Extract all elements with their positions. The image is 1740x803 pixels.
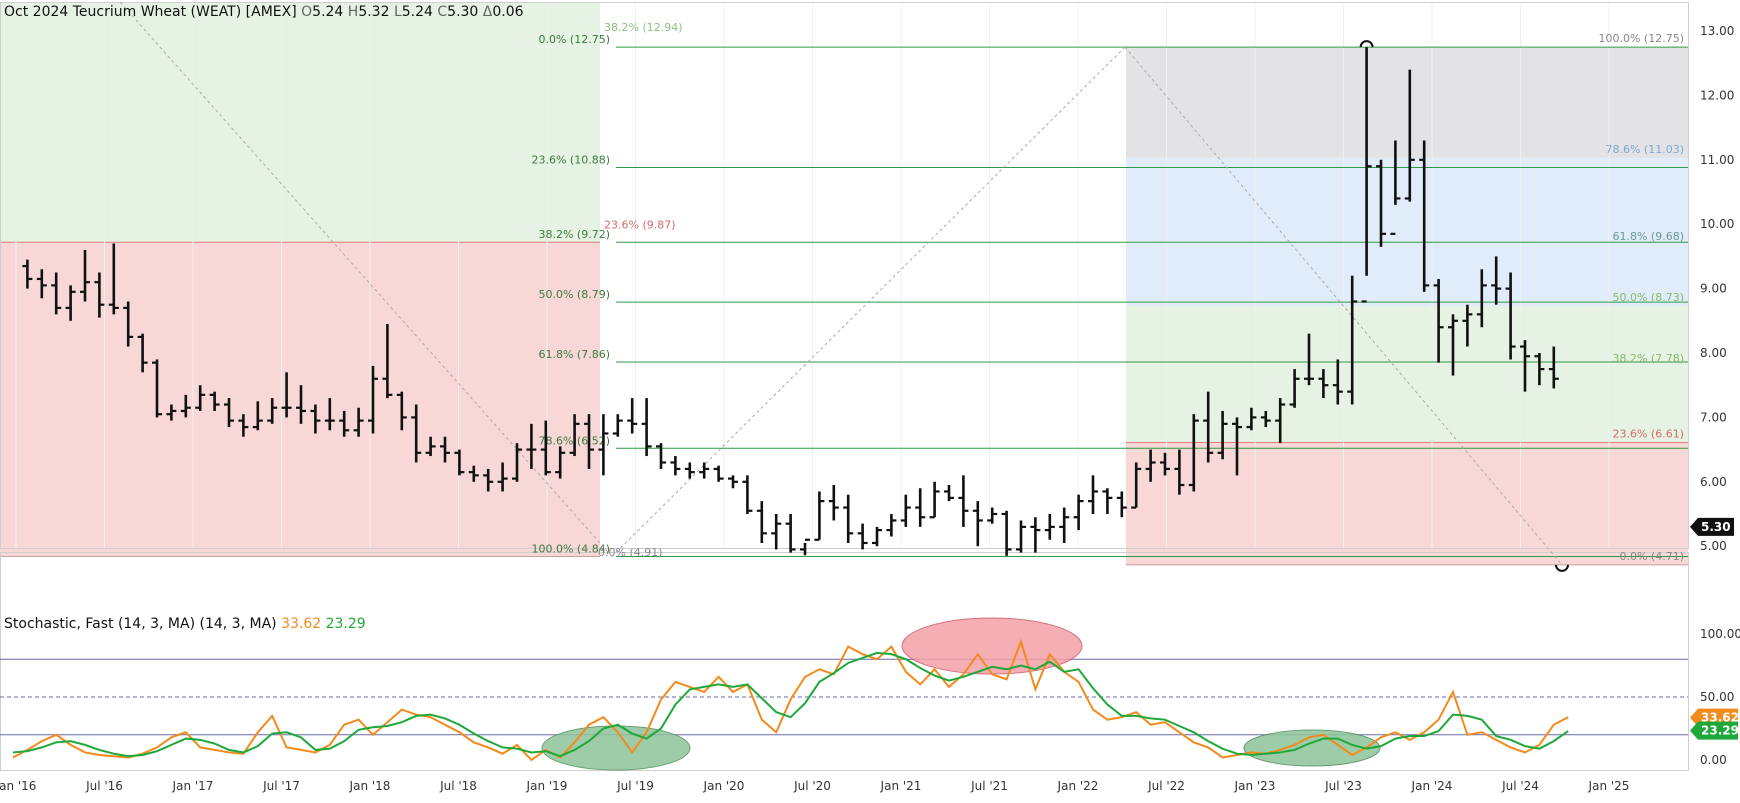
symbol-title: Oct 2024 Teucrium Wheat (WEAT) [AMEX] <box>4 4 297 20</box>
trend-line <box>611 46 1126 557</box>
stoch-tick-label: 50.00 <box>1700 690 1734 704</box>
last-price-tag <box>1690 517 1734 536</box>
stoch-tick-label: 0.00 <box>1700 753 1727 767</box>
stochastic-params: (14, 3, MA) <box>199 616 277 632</box>
x-tick-label: Jan '25 <box>1588 779 1630 793</box>
fib-label: 0.0% (12.75) <box>538 33 610 46</box>
fib-label: 100.0% (12.75) <box>1598 32 1684 45</box>
fib-label: 0.0% (4.91) <box>598 546 663 559</box>
price-tick-label: 8.00 <box>1700 346 1727 360</box>
fib-label: 0.0% (4.71) <box>1619 550 1684 563</box>
pivot-high-marker <box>1359 40 1374 48</box>
x-tick-label: Jan '20 <box>703 779 745 793</box>
x-tick-label: Jan '22 <box>1057 779 1099 793</box>
fib-label: 38.2% (7.78) <box>1612 352 1684 365</box>
stoch-k-tag-label: 33.62 <box>1701 711 1739 725</box>
price-tick-label: 9.00 <box>1700 282 1727 296</box>
x-tick-label: Jul '23 <box>1324 779 1362 793</box>
fib-label: 23.6% (6.61) <box>1612 428 1684 441</box>
change-label: Δ <box>482 4 493 20</box>
x-tick-label: Jul '18 <box>439 779 477 793</box>
fib-zones <box>0 2 1688 566</box>
chart-header: Oct 2024 Teucrium Wheat (WEAT) [AMEX] O5… <box>4 4 524 20</box>
x-tick-label: Jul '20 <box>793 779 831 793</box>
x-tick-label: Jan '21 <box>880 779 922 793</box>
x-tick-label: Jan '18 <box>349 779 391 793</box>
x-tick-label: Jul '16 <box>85 779 123 793</box>
low-value: 5.24 <box>401 4 433 20</box>
price-tick-label: 11.00 <box>1700 153 1734 167</box>
stoch-k-line <box>12 638 1569 762</box>
x-tick-label: Jan '24 <box>1411 779 1453 793</box>
price-tick-label: 5.00 <box>1700 539 1727 553</box>
last-price-label: 5.30 <box>1701 520 1731 534</box>
stoch-tick-label: 100.00 <box>1700 627 1740 641</box>
stoch-d-tag-label: 23.29 <box>1701 724 1739 738</box>
x-tick-label: Jul '24 <box>1501 779 1539 793</box>
fib-label: 38.2% (9.72) <box>538 228 610 241</box>
close-value: 5.30 <box>447 4 479 20</box>
price-tick-label: 6.00 <box>1700 475 1727 489</box>
stochastic-panel <box>0 617 1688 771</box>
high-label: H <box>347 4 359 20</box>
pivot-low-marker <box>1555 564 1569 572</box>
fib-levels: 0.0% (12.75) 23.6% (10.88) 38.2% (9.72) 50.… <box>119 1 1688 566</box>
close-label: C <box>437 4 448 20</box>
price-tick-label: 7.00 <box>1700 410 1727 424</box>
zone-green-right <box>1126 305 1688 443</box>
zone-green-left <box>0 2 600 243</box>
stochastic-d-value: 23.29 <box>325 616 366 632</box>
stochastic-header: Stochastic, Fast (14, 3, MA) (14, 3, MA)… <box>4 616 366 632</box>
low-label: L <box>393 4 402 20</box>
fib-label: 50.0% (8.73) <box>1612 291 1684 304</box>
x-tick-label: Jan '19 <box>526 779 568 793</box>
fib-label: 61.8% (9.68) <box>1612 230 1684 243</box>
price-tick-label: 10.00 <box>1700 217 1734 231</box>
stoch-frame <box>0 552 1689 771</box>
zone-red-right <box>1126 442 1688 565</box>
fib-label: 38.2% (12.94) <box>604 21 683 34</box>
open-value: 5.24 <box>312 4 344 20</box>
price-bars <box>22 40 1569 572</box>
x-tick-label: Jan '16 <box>0 779 36 793</box>
fib-label: 100.0% (4.84) <box>531 543 610 556</box>
stochastic-title: Stochastic, Fast (14, 3, MA) <box>4 616 196 632</box>
fib-label: 23.6% (9.87) <box>604 219 676 232</box>
price-tick-label: 12.00 <box>1700 88 1734 102</box>
x-tick-label: Jul '22 <box>1147 779 1185 793</box>
trend-line <box>1124 46 1563 566</box>
high-value: 5.32 <box>358 4 390 20</box>
x-tick-label: Jul '19 <box>616 779 654 793</box>
stoch-d-line <box>12 651 1569 758</box>
oversold-ellipse <box>541 725 691 771</box>
x-tick-label: Jul '21 <box>970 779 1008 793</box>
zone-blue-right <box>1126 157 1688 306</box>
stochastic-k-value: 33.62 <box>281 616 322 632</box>
stoch-d-tag <box>1690 721 1738 740</box>
x-tick-label: Jul '17 <box>262 779 300 793</box>
fib-label: 61.8% (7.86) <box>538 348 610 361</box>
price-tick-label: 13.00 <box>1700 24 1734 38</box>
fib-label: 50.0% (8.79) <box>538 288 610 301</box>
zone-gray-right <box>1126 47 1688 158</box>
axes: 13.00 12.00 11.00 10.00 9.00 8.00 7.00 6.00 5.00… <box>0 24 1740 793</box>
x-tick-label: Jan '23 <box>1234 779 1276 793</box>
fib-label: 23.6% (10.88) <box>531 154 610 167</box>
oversold-ellipse <box>1243 729 1381 767</box>
fib-label: 78.6% (11.03) <box>1605 143 1684 156</box>
x-tick-label: Jan '17 <box>172 779 214 793</box>
open-label: O <box>301 4 313 20</box>
price-frame <box>0 2 1689 549</box>
change-value: 0.06 <box>492 4 524 20</box>
